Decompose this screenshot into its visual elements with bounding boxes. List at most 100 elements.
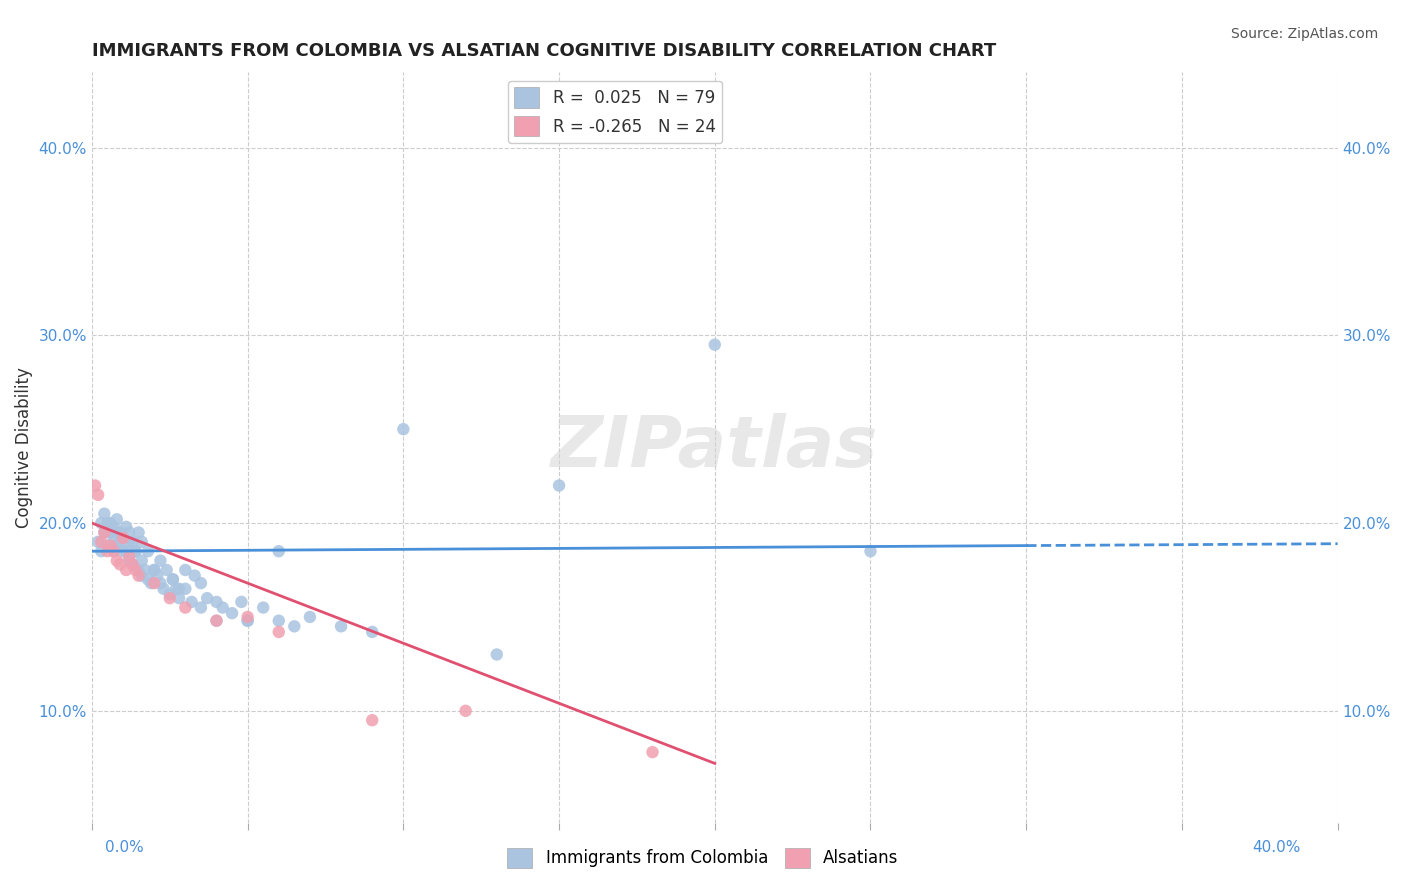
Point <box>221 606 243 620</box>
Point <box>103 520 125 534</box>
Point <box>118 549 141 564</box>
Point <box>103 531 125 545</box>
Point <box>128 563 150 577</box>
Point <box>124 563 146 577</box>
Point <box>167 582 190 596</box>
Point <box>105 539 128 553</box>
Point <box>131 553 153 567</box>
Point <box>121 558 143 572</box>
Point <box>115 563 138 577</box>
Point <box>105 525 128 540</box>
Point <box>103 544 125 558</box>
Point <box>231 595 253 609</box>
Point <box>143 563 166 577</box>
Point <box>167 591 190 606</box>
Point <box>90 516 112 530</box>
Point <box>548 478 571 492</box>
Point <box>128 525 150 540</box>
Point <box>330 619 353 633</box>
Point <box>108 525 131 540</box>
Point <box>205 614 228 628</box>
Point <box>96 539 118 553</box>
Point <box>124 544 146 558</box>
Point <box>252 600 274 615</box>
Point <box>143 563 166 577</box>
Point <box>165 582 187 596</box>
Point <box>267 614 290 628</box>
Point <box>183 568 205 582</box>
Point <box>108 534 131 549</box>
Point <box>136 573 159 587</box>
Point <box>152 582 174 596</box>
Legend: R =  0.025   N = 79, R = -0.265   N = 24: R = 0.025 N = 79, R = -0.265 N = 24 <box>508 81 723 143</box>
Y-axis label: Cognitive Disability: Cognitive Disability <box>15 368 32 528</box>
Point <box>159 587 181 601</box>
Point <box>149 553 172 567</box>
Point <box>190 576 212 591</box>
Point <box>112 544 135 558</box>
Point <box>108 558 131 572</box>
Point <box>195 591 218 606</box>
Point <box>236 614 259 628</box>
Point <box>131 534 153 549</box>
Point <box>205 614 228 628</box>
Point <box>156 563 179 577</box>
Text: IMMIGRANTS FROM COLOMBIA VS ALSATIAN COGNITIVE DISABILITY CORRELATION CHART: IMMIGRANTS FROM COLOMBIA VS ALSATIAN COG… <box>91 42 997 60</box>
Point <box>100 516 122 530</box>
Point <box>118 553 141 567</box>
Point <box>283 619 305 633</box>
Point <box>139 576 162 591</box>
Point <box>392 422 415 436</box>
Point <box>112 531 135 545</box>
Point <box>298 610 321 624</box>
Point <box>96 544 118 558</box>
Point <box>100 525 122 540</box>
Point <box>361 713 384 727</box>
Point <box>105 553 128 567</box>
Point <box>134 563 156 577</box>
Point <box>236 614 259 628</box>
Point <box>143 576 166 591</box>
Point <box>180 595 202 609</box>
Point <box>96 516 118 530</box>
Point <box>205 595 228 609</box>
Point <box>211 600 233 615</box>
Point <box>90 534 112 549</box>
Point <box>100 525 122 540</box>
Point <box>115 544 138 558</box>
Point <box>112 531 135 545</box>
Point <box>149 576 172 591</box>
Legend: Immigrants from Colombia, Alsatians: Immigrants from Colombia, Alsatians <box>501 841 905 875</box>
Point <box>159 591 181 606</box>
Point <box>146 568 169 582</box>
Point <box>115 520 138 534</box>
Point <box>859 544 882 558</box>
Point <box>121 558 143 572</box>
Point <box>118 525 141 540</box>
Point <box>131 568 153 582</box>
Point <box>87 488 110 502</box>
Text: 40.0%: 40.0% <box>1253 840 1301 855</box>
Point <box>90 544 112 558</box>
Point <box>112 531 135 545</box>
Point <box>84 478 107 492</box>
Text: ZIPatlas: ZIPatlas <box>551 414 879 483</box>
Point <box>121 534 143 549</box>
Point <box>162 573 184 587</box>
Point <box>108 525 131 540</box>
Point <box>100 539 122 553</box>
Point <box>485 648 508 662</box>
Point <box>93 525 115 540</box>
Point <box>267 544 290 558</box>
Point <box>162 573 184 587</box>
Point <box>190 600 212 615</box>
Text: 0.0%: 0.0% <box>105 840 145 855</box>
Point <box>93 507 115 521</box>
Point <box>174 563 197 577</box>
Point <box>118 534 141 549</box>
Point <box>267 624 290 639</box>
Point <box>128 568 150 582</box>
Point <box>174 582 197 596</box>
Point <box>103 544 125 558</box>
Point <box>454 704 477 718</box>
